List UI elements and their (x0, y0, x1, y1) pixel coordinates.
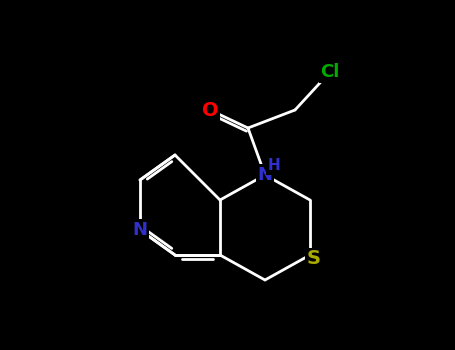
Text: O: O (202, 100, 218, 119)
Text: S: S (307, 250, 321, 268)
Text: N: N (258, 166, 273, 184)
Text: N: N (132, 221, 147, 239)
Text: Cl: Cl (320, 63, 340, 81)
Text: H: H (268, 159, 280, 174)
